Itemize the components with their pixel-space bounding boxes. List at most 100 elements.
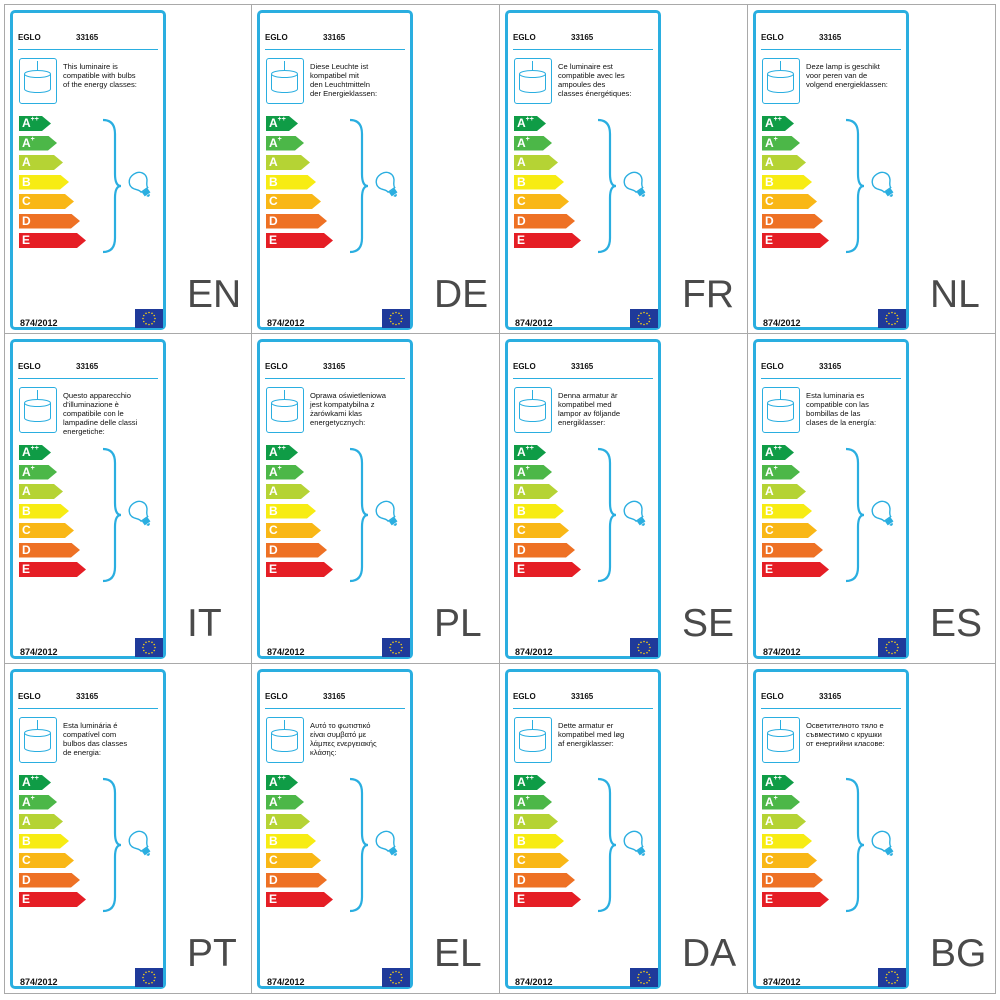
language-code: EL (434, 932, 482, 975)
brand-name: EGLO (761, 33, 784, 42)
energy-class-bar: A (19, 814, 63, 829)
energy-class-letter: D (22, 872, 31, 887)
energy-class-letter: D (517, 213, 526, 228)
energy-class-sup: + (30, 794, 35, 802)
label-header: EGLO 33165 (265, 362, 345, 371)
energy-class-bar: E (762, 562, 829, 577)
label-cell-el: EGLO 33165 Αυτό το φωτιστικό είναι συμβα… (252, 664, 500, 994)
energy-class-bar: A++ (19, 775, 51, 790)
energy-class-letter: E (269, 562, 278, 576)
energy-class-sup: ++ (773, 445, 782, 452)
energy-class-sup: + (773, 135, 778, 143)
energy-class-letter: B (765, 174, 774, 189)
energy-class-bar: B (514, 834, 564, 849)
energy-class-letter: C (517, 853, 526, 867)
energy-class-sup: + (525, 464, 530, 472)
eu-flag-icon (630, 309, 658, 328)
energy-class-bar: A+ (19, 465, 57, 480)
label-header: EGLO 33165 (513, 362, 593, 371)
energy-class-bar: D (19, 873, 80, 888)
model-number: 33165 (323, 692, 346, 701)
energy-class-bar: B (762, 834, 812, 849)
energy-class-bar: E (266, 233, 333, 248)
brand-name: EGLO (18, 33, 41, 42)
energy-class-bar: A (266, 814, 310, 829)
energy-class-sup: ++ (277, 445, 286, 452)
bulb-icon (375, 830, 398, 857)
energy-class-bar: D (266, 543, 327, 558)
energy-class-letter: A (269, 794, 278, 809)
energy-class-bar: A (762, 155, 806, 170)
energy-class-bar: C (266, 853, 321, 868)
compatibility-text: This luminaire is compatible with bulbs … (63, 62, 137, 89)
brand-name: EGLO (513, 33, 536, 42)
compatibility-text: Denna armatur är kompatibel med lampor a… (558, 391, 621, 427)
model-number: 33165 (323, 33, 346, 42)
energy-class-letter: A (517, 775, 526, 789)
energy-class-letter: E (517, 562, 526, 576)
language-code: SE (682, 602, 735, 645)
energy-class-letter: E (22, 892, 31, 906)
brace-icon (349, 447, 369, 583)
energy-class-letter: A (765, 445, 774, 459)
energy-class-bar: E (19, 562, 86, 577)
model-number: 33165 (819, 362, 842, 371)
energy-class-bar: C (19, 523, 74, 538)
energy-class-sup: + (277, 794, 282, 802)
brand-name: EGLO (513, 362, 536, 371)
energy-class-bar: A++ (762, 775, 794, 790)
brace-icon (845, 118, 865, 254)
label-cell-en: EGLO 33165 This luminaire is compatible … (4, 4, 252, 334)
energy-class-letter: C (269, 853, 278, 867)
energy-class-bar: A++ (762, 445, 794, 460)
energy-class-bar: A+ (266, 795, 304, 810)
label-header: EGLO 33165 (18, 33, 98, 42)
energy-class-sup: ++ (525, 445, 534, 452)
energy-class-letter: D (269, 542, 278, 557)
energy-class-letter: A (765, 464, 774, 479)
header-divider (265, 708, 405, 709)
energy-label: EGLO 33165 Deze lamp is geschikt voor pe… (753, 10, 909, 330)
energy-class-letter: A (517, 445, 526, 459)
brace-icon (102, 118, 122, 254)
header-divider (761, 378, 901, 379)
compatibility-text: Αυτό το φωτιστικό είναι συμβατό με λάμπε… (310, 721, 377, 757)
language-code: EN (187, 273, 242, 316)
language-code: DE (434, 273, 489, 316)
energy-class-letter: A (517, 116, 526, 130)
label-cell-es: EGLO 33165 Esta luminaria es compatible … (748, 334, 996, 664)
energy-class-bar: E (266, 562, 333, 577)
regulation-number: 874/2012 (267, 318, 305, 328)
energy-class-bar: A++ (514, 775, 546, 790)
energy-class-bar: A+ (266, 465, 304, 480)
energy-class-bar: E (514, 892, 581, 907)
language-code: PT (187, 932, 237, 975)
bulb-icon (375, 171, 398, 198)
brace-icon (102, 777, 122, 913)
label-cell-it: EGLO 33165 Questo apparecchio d'illumina… (4, 334, 252, 664)
eu-flag-icon (878, 638, 906, 657)
energy-class-bar: D (266, 214, 327, 229)
header-divider (265, 378, 405, 379)
energy-label: EGLO 33165 Esta luminária é compatível c… (10, 669, 166, 989)
energy-class-letter: A (765, 116, 774, 130)
energy-class-bar: E (19, 233, 86, 248)
header-divider (513, 378, 653, 379)
energy-class-bar: C (266, 194, 321, 209)
energy-class-sup: + (30, 135, 35, 143)
energy-class-bar: C (514, 853, 569, 868)
energy-class-sup: + (525, 794, 530, 802)
energy-class-letter: E (269, 892, 278, 906)
eu-flag-icon (878, 309, 906, 328)
bulb-icon (375, 500, 398, 527)
energy-class-bar: D (514, 873, 575, 888)
compatibility-text: Осветителното тяло е съвместимо с крушки… (806, 721, 885, 748)
energy-label: EGLO 33165 Esta luminaria es compatible … (753, 339, 909, 659)
energy-class-letter: A (22, 775, 31, 789)
energy-class-bar: B (762, 175, 812, 190)
energy-class-letter: A (269, 775, 278, 789)
eu-flag-icon (135, 309, 163, 328)
energy-class-bar: A (762, 484, 806, 499)
header-divider (761, 708, 901, 709)
bulb-icon (623, 171, 646, 198)
